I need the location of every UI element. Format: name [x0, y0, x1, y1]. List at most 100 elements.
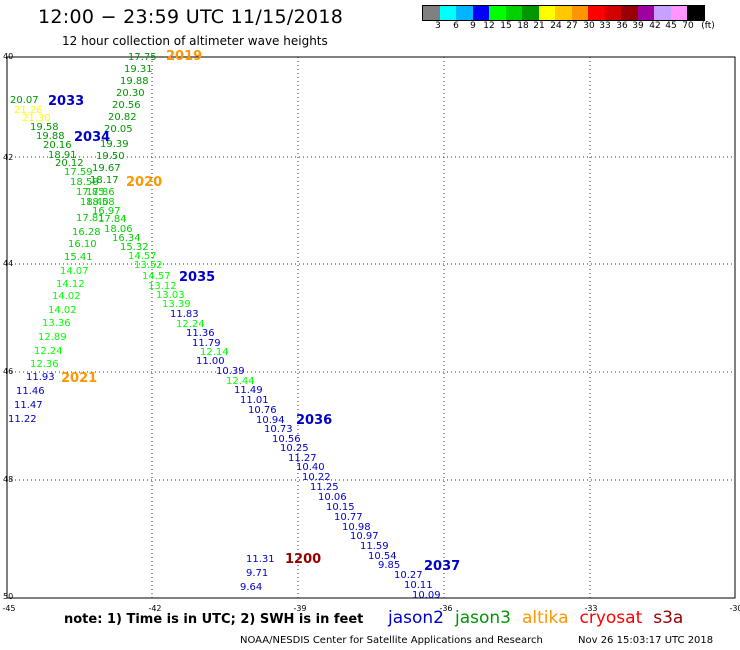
- wave-height-reading: 19.50: [96, 151, 125, 162]
- longitude-label: -36: [439, 604, 452, 613]
- wave-height-reading: 11.01: [240, 395, 269, 406]
- wave-height-reading: 18.58: [70, 177, 99, 188]
- longitude-label: -33: [584, 604, 597, 613]
- legend-label: 21: [533, 21, 545, 31]
- wave-height-reading: 20.07: [10, 95, 39, 106]
- latitude-labels: 40 42 44 46 48 50: [3, 52, 13, 601]
- wave-height-reading: 10.54: [368, 551, 397, 562]
- wave-height-reading: 21.30: [22, 113, 51, 124]
- wave-height-reading: 18.40: [80, 197, 109, 208]
- wave-height-reading: 11.46: [16, 386, 45, 397]
- legend-label: (ft): [701, 21, 715, 31]
- wave-height-reading: 11.79: [192, 338, 221, 349]
- legend-label: 30: [583, 21, 595, 31]
- wave-height-reading: 12.36: [30, 359, 59, 370]
- grid-lines: [7, 57, 735, 598]
- legend-label: 12: [483, 21, 495, 31]
- wave-height-reading: 19.67: [92, 163, 121, 174]
- legend-swatch: [472, 6, 489, 20]
- pass-number-label: 2034: [74, 130, 110, 145]
- wave-height-reading: 13.39: [162, 299, 191, 310]
- legend-label: 24: [550, 21, 562, 31]
- legend-swatch: [555, 6, 572, 20]
- map-frame: [6, 56, 736, 599]
- wave-height-reading: 20.05: [104, 124, 133, 135]
- legend-swatch: [522, 6, 539, 20]
- wave-height-reading: 10.22: [302, 472, 331, 483]
- wave-height-reading: 11.93: [26, 372, 55, 383]
- satellite-legend-s3a: s3a: [653, 608, 684, 628]
- wave-height-reading: 12.24: [34, 346, 63, 357]
- pass-number-label: 2020: [126, 175, 162, 190]
- legend-label: 45: [665, 21, 677, 31]
- wave-height-reading: 10.97: [350, 531, 379, 542]
- wave-height-reading: 19.39: [100, 139, 129, 150]
- wave-height-reading: 15.32: [120, 242, 149, 253]
- wave-height-reading: 21.26: [14, 105, 43, 116]
- wave-height-reading: 19.88: [120, 76, 149, 87]
- wave-height-reading: 13.12: [148, 281, 177, 292]
- wave-height-reading: 11.27: [288, 453, 317, 464]
- legend-swatch: [670, 6, 687, 20]
- latitude-label: 46: [3, 367, 13, 376]
- wave-height-reading: 10.76: [248, 405, 277, 416]
- wave-height-reading: 11.25: [310, 482, 339, 493]
- longitude-label: -45: [2, 604, 15, 613]
- page-subtitle: 12 hour collection of altimeter wave hei…: [62, 34, 328, 48]
- legend-swatch: [604, 6, 621, 20]
- wave-height-reading: 13.03: [156, 290, 185, 301]
- wave-height-reading: 10.40: [296, 462, 325, 473]
- pass-number-label: 2019: [166, 49, 202, 64]
- wave-height-reading: 11.00: [196, 356, 225, 367]
- legend-swatch: [637, 6, 654, 20]
- wave-height-reading: 19.88: [36, 131, 65, 142]
- wave-height-reading: 14.12: [56, 279, 85, 290]
- wave-height-reading: 17.85: [76, 187, 105, 198]
- latitude-label: 48: [3, 475, 13, 484]
- wave-height-reading: 20.30: [116, 88, 145, 99]
- legend-swatch: [505, 6, 522, 20]
- wave-height-reading: 10.09: [412, 590, 441, 601]
- wave-height-reading: 16.28: [72, 227, 101, 238]
- wave-height-reading: 10.25: [280, 443, 309, 454]
- pass-number-label: 2035: [179, 270, 215, 285]
- wave-height-reading: 19.58: [30, 122, 59, 133]
- wave-height-reading: 12.14: [200, 347, 229, 358]
- legend-label: 70: [682, 21, 694, 31]
- pass-number-label: 2033: [48, 94, 84, 109]
- wave-height-reading: 16.34: [112, 233, 141, 244]
- satellite-legend-altika: altika: [522, 608, 569, 628]
- wave-height-reading: 11.49: [234, 385, 263, 396]
- latitude-label: 44: [3, 259, 13, 268]
- wave-height-reading: 10.56: [272, 434, 301, 445]
- generated-date: Nov 26 15:03:17 UTC 2018: [578, 635, 714, 646]
- satellite-legend: jason2 jason3 altika cryosat s3a: [388, 608, 694, 628]
- longitude-label: -42: [148, 604, 161, 613]
- wave-height-reading: 20.56: [112, 100, 141, 111]
- wave-height-reading: 12.44: [226, 376, 255, 387]
- wave-height-reading: 14.02: [52, 291, 81, 302]
- wave-height-reading: 20.12: [55, 158, 84, 169]
- longitude-label: -30: [729, 604, 740, 613]
- legend-label: 18: [517, 21, 529, 31]
- wave-height-reading: 16.97: [92, 206, 121, 217]
- wave-height-reading: 20.82: [108, 112, 137, 123]
- satellite-legend-cryosat: cryosat: [579, 608, 643, 628]
- legend-swatch: [489, 6, 506, 20]
- legend-label: 6: [453, 21, 459, 31]
- wave-height-reading: 10.27: [394, 570, 423, 581]
- wave-height-reading: 10.94: [256, 415, 285, 426]
- latitude-label: 50: [3, 592, 13, 601]
- wave-height-reading: 15.41: [64, 252, 93, 263]
- wave-height-reading: 14.57: [142, 271, 171, 282]
- legend-label: 3: [435, 21, 441, 31]
- wave-height-reading: 17.86: [86, 187, 115, 198]
- legend-swatch: [687, 6, 704, 20]
- wave-height-reading: 18.17: [90, 175, 119, 186]
- wave-height-reading: 11.31: [246, 554, 275, 565]
- legend-label: 9: [470, 21, 476, 31]
- latitude-label: 42: [3, 153, 13, 162]
- wave-height-reading: 16.10: [68, 239, 97, 250]
- footnote: note: 1) Time is in UTC; 2) SWH is in fe…: [64, 612, 364, 627]
